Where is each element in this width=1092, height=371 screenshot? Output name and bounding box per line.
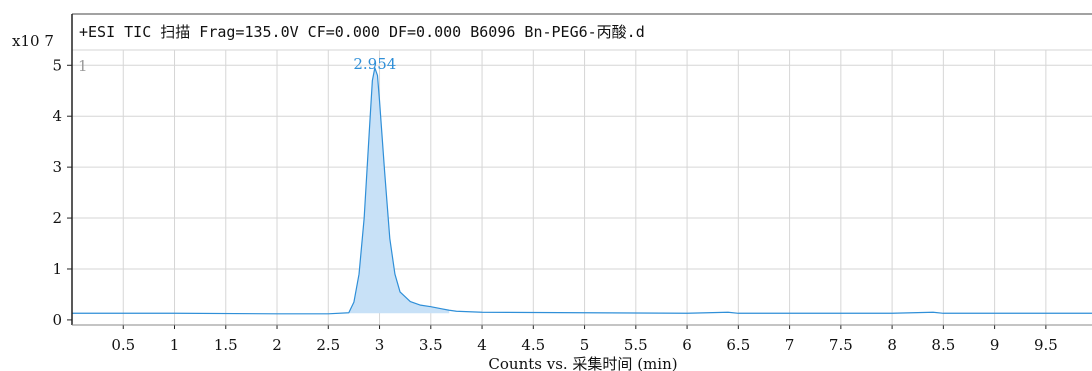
left-marker: 1 — [78, 57, 88, 75]
area-layer — [72, 67, 1092, 315]
x-tick-label: 1.5 — [214, 336, 238, 354]
x-tick-label: 5.5 — [624, 336, 648, 354]
x-tick-label: 7.5 — [829, 336, 853, 354]
y-tick-label: 4 — [52, 107, 62, 125]
y-tick-label: 3 — [52, 158, 62, 176]
x-tick-label: 3.5 — [419, 336, 443, 354]
x-tick-label: 9.5 — [1034, 336, 1058, 354]
peak-label: 2.954 — [353, 55, 396, 73]
x-tick-label: 8.5 — [931, 336, 955, 354]
x-tick-label: 7 — [785, 336, 795, 354]
x-tick-label: 2 — [272, 336, 282, 354]
x-tick-label: 5 — [580, 336, 590, 354]
series-line — [72, 67, 1092, 315]
y-tick-label: 2 — [52, 209, 62, 227]
x-tick-label: 8 — [887, 336, 897, 354]
y-tick-label: 0 — [52, 311, 62, 329]
peak-area — [348, 67, 450, 314]
y-tick-label: 5 — [52, 56, 62, 74]
x-tick-label: 6.5 — [726, 336, 750, 354]
x-tick-label: 6 — [682, 336, 692, 354]
x-tick-label: 1 — [170, 336, 180, 354]
x-tick-label: 3 — [375, 336, 385, 354]
x-tick-label: 4.5 — [521, 336, 545, 354]
x-tick-label: 2.5 — [316, 336, 340, 354]
y-multiplier: x10 7 — [12, 32, 54, 50]
axis-layer — [67, 13, 1092, 329]
x-axis-label: Counts vs. 采集时间 (min) — [488, 355, 677, 371]
x-tick-label: 4 — [477, 336, 487, 354]
grid-layer — [72, 49, 1092, 325]
chart-title: +ESI TIC 扫描 Frag=135.0V CF=0.000 DF=0.00… — [79, 23, 645, 41]
x-tick-label: 0.5 — [111, 336, 135, 354]
y-tick-label: 1 — [52, 260, 62, 278]
x-tick-label: 9 — [990, 336, 1000, 354]
text-layer: x10 7 +ESI TIC 扫描 Frag=135.0V CF=0.000 D… — [12, 23, 1058, 371]
